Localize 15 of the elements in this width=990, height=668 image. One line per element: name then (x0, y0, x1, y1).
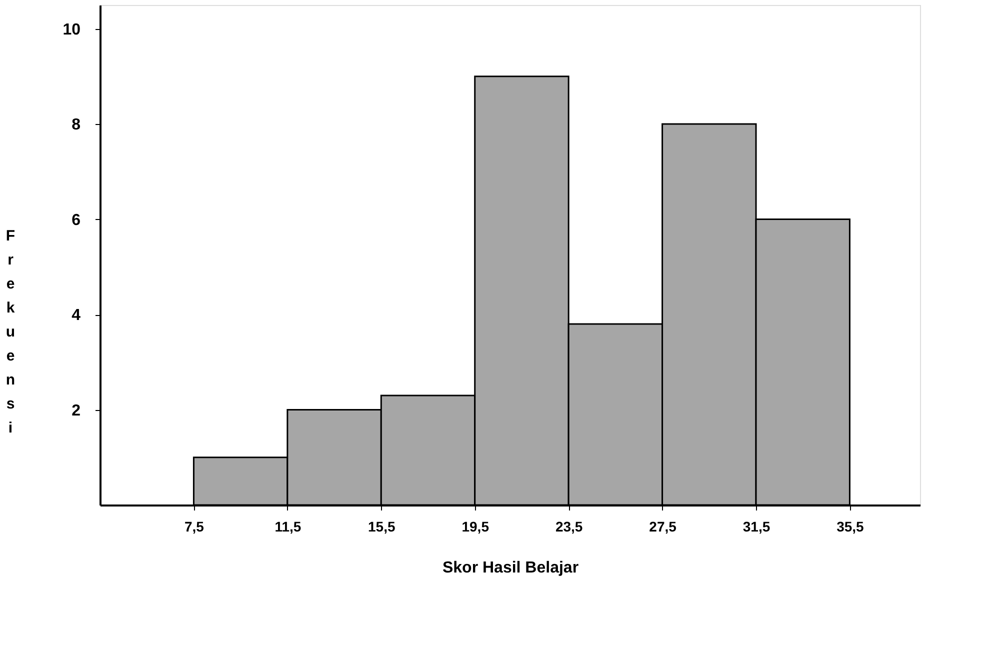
x-tick-label: 7,5 (184, 518, 204, 534)
y-tick-label: 10 (62, 21, 81, 38)
x-tick-label: 19,5 (462, 518, 490, 534)
x-tick-label: 15,5 (368, 518, 396, 534)
x-tick-label: 23,5 (555, 518, 583, 534)
x-tick-label: 31,5 (742, 518, 770, 534)
x-tick-label: 11,5 (274, 518, 302, 534)
y-tick-label: 2 (72, 402, 81, 420)
y-tick-label: 8 (72, 116, 81, 134)
y-tick-label: 6 (72, 212, 81, 229)
text: Frekuensi (6, 228, 16, 436)
x-tick-label: 35,5 (836, 518, 864, 534)
x-tick-label: 27,5 (649, 518, 677, 534)
x-axis-title: Skor Hasil Belajar (442, 560, 579, 576)
y-tick-label: 4 (72, 307, 81, 324)
